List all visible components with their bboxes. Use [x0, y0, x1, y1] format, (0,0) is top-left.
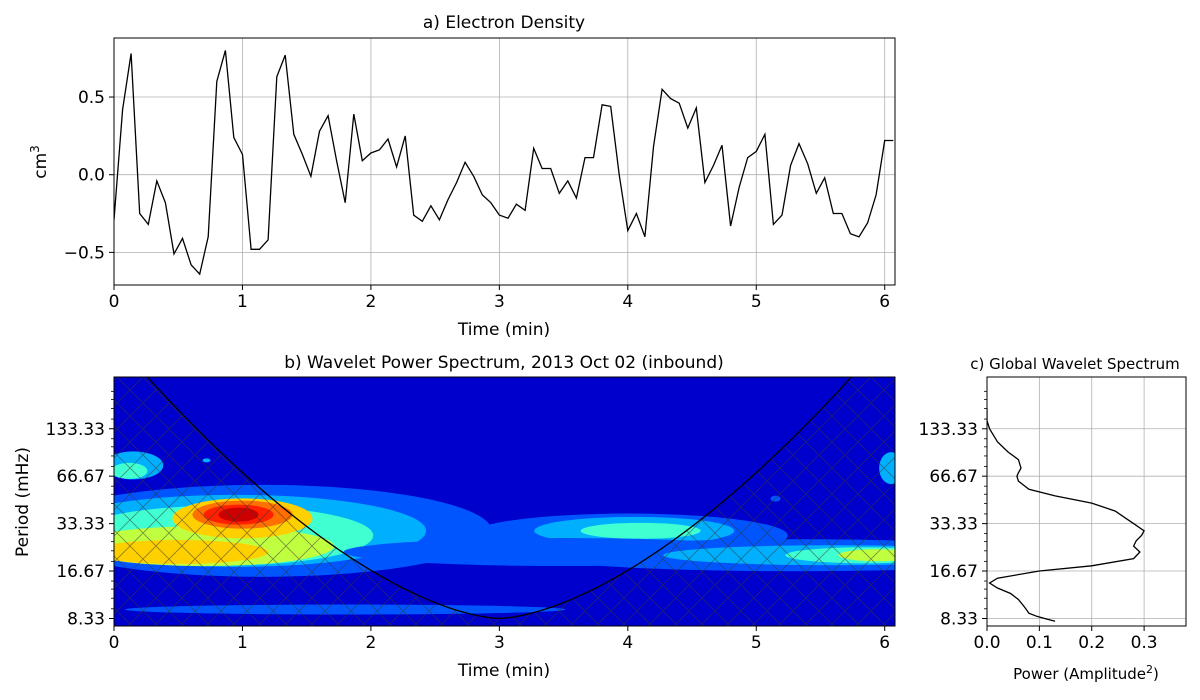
- global-power-series-line: [987, 408, 1145, 622]
- panel-c-xlabel-base: Power (Amplitude: [1013, 665, 1146, 683]
- y-tick-label: 0.0: [78, 166, 105, 186]
- x-tick-label: 4: [622, 292, 633, 312]
- x-tick-label: 0.3: [1131, 633, 1158, 653]
- x-tick-label: 3: [494, 292, 505, 312]
- panel-a-ticks: 0 1 2 3 4 5 6 −0.5 0.0 0.5: [64, 88, 890, 312]
- panel-b-xlabel: Time (min): [457, 661, 550, 681]
- x-tick-label: 1: [237, 292, 248, 312]
- x-tick-label: 0.1: [1026, 633, 1053, 653]
- panel-b: b) Wavelet Power Spectrum, 2013 Oct 02 (…: [13, 353, 896, 681]
- y-tick-label: 66.67: [56, 467, 105, 487]
- density-series-line: [114, 50, 894, 276]
- power-contour: [580, 522, 701, 539]
- y-tick-label: 16.67: [56, 562, 105, 582]
- panel-c: c) Global Wavelet Spectrum 0.0 0.1 0.2 0.3 8…: [919, 355, 1187, 683]
- x-tick-label: 0: [109, 292, 120, 312]
- panel-a-xlabel: Time (min): [457, 320, 550, 340]
- panel-b-ticks: 0 1 2 3 4 5 6 8.33 16.67 33.33 66.67 133.33: [46, 390, 890, 653]
- panel-c-frame: [986, 376, 1187, 627]
- panel-b-ylabel: Period (mHz): [13, 447, 33, 557]
- x-tick-label: 0.2: [1078, 633, 1105, 653]
- panel-c-xlabel-close: ): [1153, 665, 1159, 683]
- panel-a-ylabel-base: cm: [31, 153, 51, 179]
- x-tick-label: 4: [622, 633, 633, 653]
- panel-b-title: b) Wavelet Power Spectrum, 2013 Oct 02 (…: [284, 353, 724, 373]
- panel-a-grid: [113, 38, 895, 285]
- panel-c-ticks: 0.0 0.1 0.2 0.3 8.33 16.67 33.33 66.67 133.33: [919, 390, 1158, 653]
- panel-b-frame: [113, 376, 896, 627]
- panel-c-title: c) Global Wavelet Spectrum: [970, 355, 1179, 373]
- coi-line: [146, 377, 853, 619]
- x-tick-label: 2: [365, 292, 376, 312]
- panel-a-ylabel: cm3: [28, 145, 51, 179]
- x-tick-label: 2: [365, 633, 376, 653]
- x-tick-label: 6: [879, 633, 890, 653]
- panel-a-ylabel-sup: 3: [28, 145, 42, 153]
- y-tick-label: 16.67: [929, 562, 978, 582]
- coi-hatch: [114, 377, 895, 626]
- x-tick-label: 3: [494, 633, 505, 653]
- panel-c-grid: [986, 377, 1186, 626]
- x-tick-label: 0: [109, 633, 120, 653]
- y-tick-label: 8.33: [940, 609, 978, 629]
- y-tick-label: −0.5: [64, 243, 105, 263]
- x-tick-label: 1: [237, 633, 248, 653]
- y-tick-label: 33.33: [56, 515, 105, 535]
- cone-of-influence: [114, 377, 895, 626]
- x-tick-label: 5: [751, 633, 762, 653]
- y-tick-label: 133.33: [919, 420, 978, 440]
- y-tick-label: 0.5: [78, 88, 105, 108]
- panel-c-xlabel-sup: 2: [1146, 663, 1153, 676]
- x-tick-label: 0.0: [973, 633, 1000, 653]
- y-tick-label: 8.33: [67, 609, 105, 629]
- x-tick-label: 5: [751, 292, 762, 312]
- panel-a: a) Electron Density 0 1 2 3 4 5 6 −0.5 0.0 0.5 Ti…: [28, 13, 896, 340]
- panel-c-xlabel: Power (Amplitude2): [1013, 663, 1159, 683]
- y-tick-label: 133.33: [46, 420, 105, 440]
- panel-a-frame: [113, 37, 896, 286]
- y-tick-label: 33.33: [929, 515, 978, 535]
- x-tick-label: 6: [879, 292, 890, 312]
- panel-a-title: a) Electron Density: [423, 13, 585, 33]
- y-tick-label: 66.67: [929, 467, 978, 487]
